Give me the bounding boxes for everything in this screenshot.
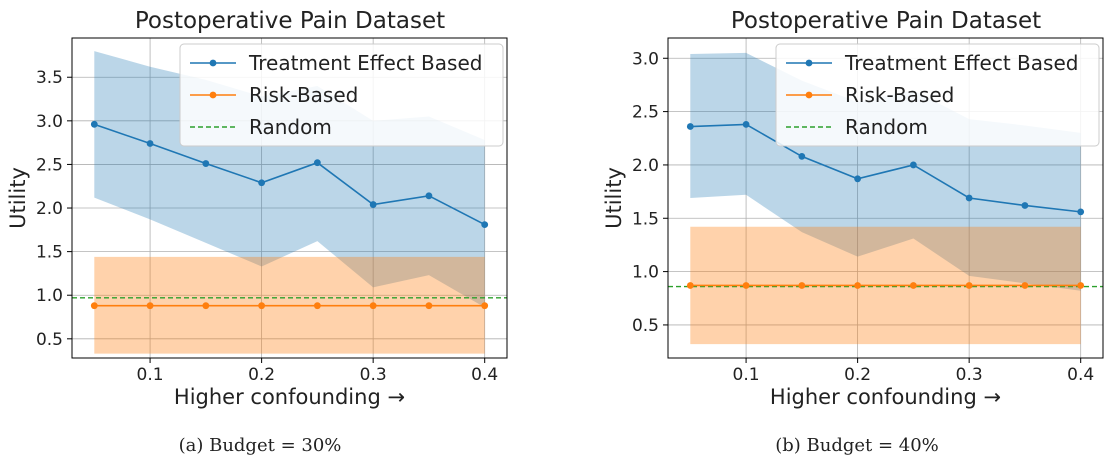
y-tick-label: 0.5 bbox=[36, 330, 63, 350]
y-tick-label: 1.5 bbox=[632, 209, 659, 229]
y-tick-label: 3.0 bbox=[632, 49, 659, 69]
x-tick-label: 0.3 bbox=[360, 365, 387, 385]
data-point bbox=[202, 302, 210, 310]
data-point bbox=[425, 192, 433, 200]
legend: Treatment Effect Based Risk-Based Random bbox=[775, 43, 1100, 147]
series-line bbox=[690, 123, 1081, 213]
legend-swatch-marker bbox=[805, 59, 813, 67]
data-point bbox=[742, 282, 750, 289]
legend-label: Random bbox=[845, 115, 928, 139]
data-point bbox=[1021, 202, 1029, 209]
x-tick-label: 0.2 bbox=[248, 365, 275, 385]
data-point bbox=[742, 121, 750, 128]
data-point bbox=[481, 221, 489, 228]
y-tick-label: 3.5 bbox=[36, 68, 63, 88]
data-point bbox=[686, 123, 694, 130]
y-axis-label: Utility bbox=[6, 167, 30, 229]
y-tick-label: 1.0 bbox=[632, 263, 659, 283]
data-point bbox=[965, 282, 973, 289]
data-point bbox=[202, 160, 210, 167]
data-point bbox=[909, 161, 917, 169]
y-tick-label: 1.0 bbox=[36, 286, 63, 306]
x-axis-label: Higher confounding → bbox=[174, 385, 405, 409]
x-tick-label: 0.4 bbox=[1067, 365, 1094, 385]
data-point bbox=[369, 201, 377, 208]
data-point bbox=[258, 302, 266, 310]
data-point bbox=[146, 140, 154, 147]
data-point bbox=[369, 302, 377, 310]
x-axis-label: Higher confounding → bbox=[770, 385, 1001, 409]
legend-swatch-marker bbox=[209, 59, 217, 67]
legend-label: Treatment Effect Based bbox=[248, 51, 482, 75]
x-tick-label: 0.3 bbox=[956, 365, 983, 385]
y-tick-label: 2.5 bbox=[632, 103, 659, 123]
legend-label: Random bbox=[249, 115, 332, 139]
x-tick-label: 0.4 bbox=[471, 365, 498, 385]
plot-frame bbox=[71, 37, 508, 359]
data-point bbox=[481, 302, 489, 310]
data-point bbox=[313, 159, 321, 167]
legend-swatch-marker bbox=[805, 91, 813, 99]
data-point bbox=[909, 282, 917, 289]
data-point bbox=[1077, 282, 1085, 289]
chart-panel-2: 0.1 0.2 0.3 0.4 0.5 1.0 1.5 2.0 2.5 3.0 Postoperat… bbox=[602, 8, 1104, 456]
y-tick-label: 0.5 bbox=[632, 316, 659, 336]
data-point bbox=[1077, 208, 1085, 216]
legend-swatch-marker bbox=[209, 91, 217, 99]
legend-label: Treatment Effect Based bbox=[844, 51, 1078, 75]
data-point bbox=[425, 302, 433, 310]
y-tick-label: 3.0 bbox=[36, 112, 63, 132]
x-tick-label: 0.2 bbox=[844, 365, 871, 385]
data-point bbox=[90, 302, 98, 310]
data-point bbox=[146, 302, 154, 310]
figure-caption: (a) Budget = 30% bbox=[179, 435, 342, 456]
y-tick-label: 1.5 bbox=[36, 243, 63, 263]
data-point bbox=[854, 175, 862, 183]
plot-frame bbox=[667, 37, 1104, 359]
legend-box bbox=[179, 43, 504, 147]
y-tick-label: 2.0 bbox=[632, 156, 659, 176]
legend-label: Risk-Based bbox=[249, 83, 358, 107]
data-point bbox=[313, 302, 321, 310]
chart-title: Postoperative Pain Dataset bbox=[731, 8, 1041, 34]
legend: Treatment Effect Based Risk-Based Random bbox=[179, 43, 504, 147]
data-point bbox=[258, 179, 266, 187]
chart-panel-1: 0.1 0.2 0.3 0.4 0.5 1.0 1.5 2.0 2.5 3.0 3.5 Postope… bbox=[6, 8, 508, 456]
x-tick-label: 0.1 bbox=[137, 365, 164, 385]
y-axis-label: Utility bbox=[602, 167, 626, 229]
data-point bbox=[798, 282, 806, 289]
figure-caption: (b) Budget = 40% bbox=[775, 435, 939, 456]
data-point bbox=[965, 194, 973, 202]
y-tick-label: 2.0 bbox=[36, 199, 63, 219]
chart-title: Postoperative Pain Dataset bbox=[135, 8, 445, 34]
x-tick-label: 0.1 bbox=[733, 365, 760, 385]
y-tick-label: 2.5 bbox=[36, 155, 63, 175]
data-point bbox=[1021, 282, 1029, 289]
legend-label: Risk-Based bbox=[845, 83, 954, 107]
legend-box bbox=[775, 43, 1100, 147]
data-point bbox=[798, 153, 806, 160]
data-point bbox=[854, 282, 862, 289]
series-line bbox=[94, 123, 486, 226]
data-point bbox=[90, 120, 98, 128]
data-point bbox=[686, 282, 694, 289]
